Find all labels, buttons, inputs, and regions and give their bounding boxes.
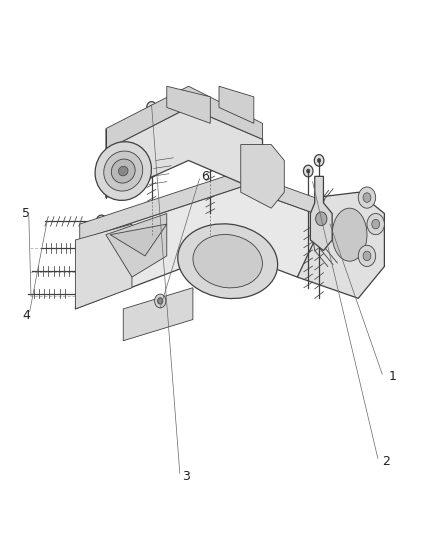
- Text: 3: 3: [182, 471, 190, 483]
- Circle shape: [358, 187, 376, 208]
- Circle shape: [307, 169, 310, 173]
- Polygon shape: [123, 288, 193, 341]
- Text: 6: 6: [201, 170, 209, 183]
- Circle shape: [147, 102, 156, 114]
- Polygon shape: [297, 192, 385, 298]
- Ellipse shape: [193, 235, 262, 288]
- Polygon shape: [106, 86, 262, 150]
- Text: 1: 1: [389, 370, 397, 383]
- Circle shape: [372, 219, 380, 229]
- Ellipse shape: [178, 224, 278, 298]
- Circle shape: [363, 193, 371, 203]
- Polygon shape: [80, 171, 315, 240]
- Circle shape: [150, 106, 153, 109]
- Ellipse shape: [119, 166, 128, 176]
- Circle shape: [88, 264, 98, 277]
- Ellipse shape: [95, 142, 152, 200]
- Circle shape: [83, 287, 94, 300]
- Text: 2: 2: [382, 455, 390, 468]
- Circle shape: [155, 294, 166, 308]
- Circle shape: [92, 241, 102, 254]
- Polygon shape: [219, 86, 254, 123]
- Circle shape: [158, 298, 163, 304]
- Ellipse shape: [111, 159, 135, 183]
- Polygon shape: [75, 224, 132, 309]
- Polygon shape: [106, 214, 167, 277]
- Circle shape: [314, 155, 324, 166]
- Text: 5: 5: [22, 207, 30, 220]
- Polygon shape: [311, 176, 332, 251]
- Polygon shape: [75, 187, 315, 309]
- Polygon shape: [241, 144, 284, 208]
- Circle shape: [208, 116, 212, 120]
- Circle shape: [304, 165, 313, 177]
- Circle shape: [91, 269, 95, 273]
- Text: 4: 4: [22, 309, 30, 322]
- Circle shape: [367, 214, 385, 235]
- Polygon shape: [110, 224, 167, 256]
- Circle shape: [205, 112, 215, 124]
- Circle shape: [363, 251, 371, 261]
- Ellipse shape: [104, 151, 143, 191]
- Circle shape: [100, 219, 103, 224]
- Circle shape: [358, 245, 376, 266]
- Circle shape: [95, 246, 99, 250]
- Circle shape: [316, 212, 327, 225]
- Circle shape: [87, 292, 90, 296]
- Circle shape: [318, 158, 321, 163]
- Polygon shape: [167, 86, 210, 123]
- Polygon shape: [106, 108, 262, 198]
- Ellipse shape: [332, 208, 367, 261]
- Circle shape: [96, 215, 107, 228]
